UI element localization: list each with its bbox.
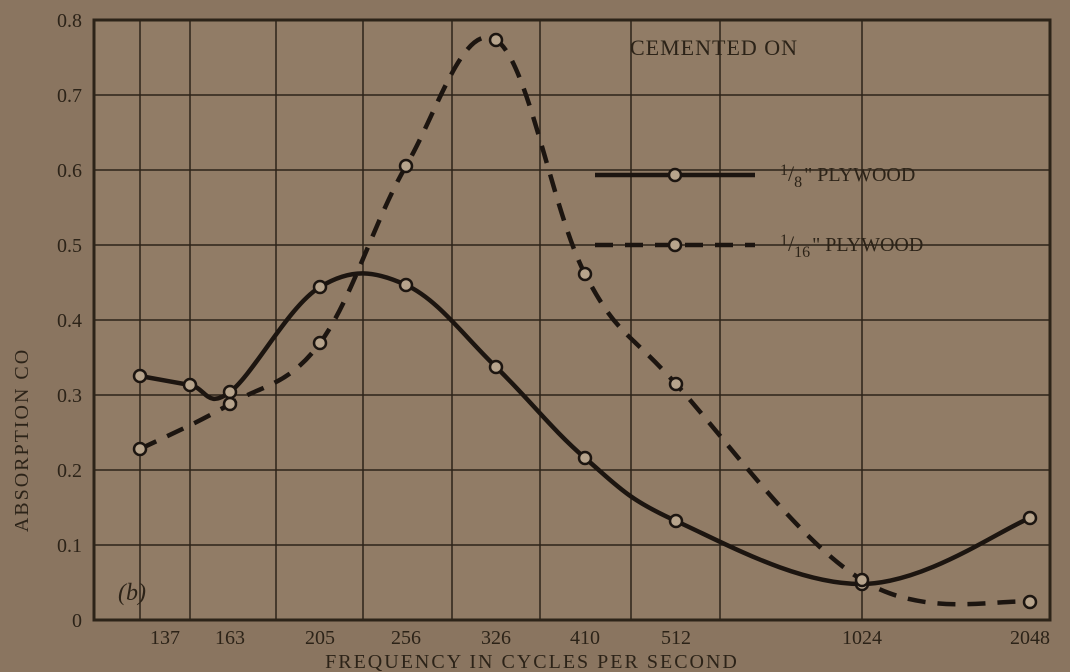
y-tick-label: 0.8: [57, 10, 82, 32]
series-marker: [400, 160, 412, 172]
series-marker: [490, 34, 502, 46]
y-tick-label: 0.3: [57, 385, 82, 407]
series-marker: [1024, 512, 1036, 524]
series-marker: [490, 361, 502, 373]
x-tick-label: 163: [215, 627, 245, 649]
y-tick-label: 0.1: [57, 535, 82, 557]
y-tick-label: 0.2: [57, 460, 82, 482]
x-tick-label: 326: [481, 627, 511, 649]
x-axis-label: FREQUENCY IN CYCLES PER SECOND: [325, 651, 739, 672]
x-tick-label: 512: [661, 627, 691, 649]
series-marker: [314, 337, 326, 349]
series-marker: [856, 574, 868, 586]
y-tick-label: 0: [72, 610, 82, 632]
y-tick-label: 0.4: [57, 310, 82, 332]
x-tick-label: 256: [391, 627, 421, 649]
x-tick-label: 205: [305, 627, 335, 649]
series-marker: [579, 452, 591, 464]
series-marker: [184, 379, 196, 391]
x-tick-label: 137: [150, 627, 180, 649]
series-marker: [224, 398, 236, 410]
y-axis-label: ABSORPTION CO: [11, 348, 33, 532]
series-marker: [670, 378, 682, 390]
legend-marker: [669, 169, 681, 181]
series-marker: [670, 515, 682, 527]
x-tick-label: 410: [570, 627, 600, 649]
annotation-cemented-on: CEMENTED ON: [630, 35, 798, 60]
x-tick-label: 2048: [1010, 627, 1050, 649]
y-tick-label: 0.5: [57, 235, 82, 257]
y-tick-label: 0.7: [57, 85, 82, 107]
series-marker: [314, 281, 326, 293]
series-marker: [579, 268, 591, 280]
legend-marker: [669, 239, 681, 251]
series-marker: [1024, 596, 1036, 608]
series-marker: [134, 370, 146, 382]
series-marker: [224, 386, 236, 398]
series-marker: [134, 443, 146, 455]
x-tick-label: 1024: [842, 627, 882, 649]
panel-label: (b): [118, 580, 146, 606]
series-marker: [400, 279, 412, 291]
y-tick-label: 0.6: [57, 160, 82, 182]
